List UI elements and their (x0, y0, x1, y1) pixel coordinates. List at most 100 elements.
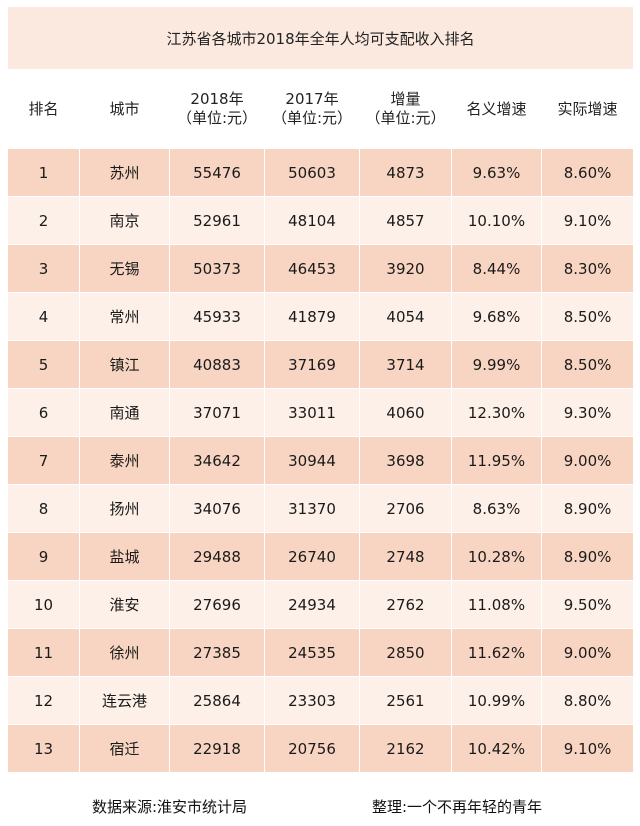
cell-city: 常州 (79, 292, 170, 341)
table-row: 6 南通 37071 33011 4060 12.30% 9.30% (7, 388, 635, 437)
income-ranking-table: 江苏省各城市2018年全年人均可支配收入排名 排名 城市 2018年 （单位:元） 2… (6, 6, 635, 773)
cell-income-2018: 29488 (169, 532, 265, 581)
cell-income-2017: 23303 (264, 676, 360, 725)
cell-income-2017: 20756 (264, 724, 360, 773)
cell-increase: 3920 (359, 244, 452, 293)
cell-rank: 6 (7, 388, 80, 437)
cell-city: 宿迁 (79, 724, 170, 773)
cell-nominal-growth: 11.62% (451, 628, 542, 677)
column-header-city: 城市 (79, 69, 170, 149)
data-source: 数据来源:淮安市统计局 (92, 798, 248, 816)
cell-increase: 4857 (359, 196, 452, 245)
cell-income-2018: 22918 (169, 724, 265, 773)
cell-rank: 11 (7, 628, 80, 677)
cell-nominal-growth: 12.30% (451, 388, 542, 437)
cell-city: 徐州 (79, 628, 170, 677)
cell-income-2017: 31370 (264, 484, 360, 533)
cell-income-2018: 25864 (169, 676, 265, 725)
table-row: 7 泰州 34642 30944 3698 11.95% 9.00% (7, 436, 635, 485)
cell-nominal-growth: 10.99% (451, 676, 542, 725)
table-row: 5 镇江 40883 37169 3714 9.99% 8.50% (7, 340, 635, 389)
cell-real-growth: 9.00% (540, 628, 635, 677)
cell-rank: 8 (7, 484, 80, 533)
cell-income-2018: 34076 (169, 484, 265, 533)
cell-income-2017: 24934 (264, 580, 360, 629)
cell-income-2017: 41879 (264, 292, 360, 341)
cell-income-2018: 27696 (169, 580, 265, 629)
cell-increase: 2748 (359, 532, 452, 581)
table-row: 1 苏州 55476 50603 4873 9.63% 8.60% (7, 148, 635, 197)
table-row: 11 徐州 27385 24535 2850 11.62% 9.00% (7, 628, 635, 677)
cell-city: 苏州 (79, 148, 170, 197)
cell-income-2017: 33011 (264, 388, 360, 437)
cell-income-2018: 34642 (169, 436, 265, 485)
cell-income-2018: 40883 (169, 340, 265, 389)
column-header-income-2018: 2018年 （单位:元） (169, 69, 265, 149)
cell-real-growth: 9.30% (540, 388, 635, 437)
cell-income-2017: 24535 (264, 628, 360, 677)
column-header-increase: 增量 （单位:元） (359, 69, 452, 149)
cell-rank: 13 (7, 724, 80, 773)
table-title: 江苏省各城市2018年全年人均可支配收入排名 (6, 6, 635, 70)
cell-income-2018: 45933 (169, 292, 265, 341)
cell-nominal-growth: 10.28% (451, 532, 542, 581)
cell-real-growth: 8.50% (540, 340, 635, 389)
cell-real-growth: 9.50% (540, 580, 635, 629)
cell-increase: 2762 (359, 580, 452, 629)
table-row: 8 扬州 34076 31370 2706 8.63% 8.90% (7, 484, 635, 533)
cell-nominal-growth: 9.63% (451, 148, 542, 197)
table-body: 1 苏州 55476 50603 4873 9.63% 8.60% 2 南京 52961 48104… (7, 148, 635, 773)
cell-increase: 3714 (359, 340, 452, 389)
cell-income-2017: 37169 (264, 340, 360, 389)
cell-rank: 4 (7, 292, 80, 341)
cell-increase: 4060 (359, 388, 452, 437)
cell-real-growth: 8.90% (540, 532, 635, 581)
table-row: 2 南京 52961 48104 4857 10.10% 9.10% (7, 196, 635, 245)
cell-city: 南通 (79, 388, 170, 437)
cell-increase: 2561 (359, 676, 452, 725)
cell-real-growth: 8.30% (540, 244, 635, 293)
cell-real-growth: 8.60% (540, 148, 635, 197)
cell-increase: 4873 (359, 148, 452, 197)
cell-rank: 10 (7, 580, 80, 629)
cell-nominal-growth: 9.68% (451, 292, 542, 341)
table-row: 4 常州 45933 41879 4054 9.68% 8.50% (7, 292, 635, 341)
cell-city: 无锡 (79, 244, 170, 293)
cell-city: 泰州 (79, 436, 170, 485)
cell-income-2018: 52961 (169, 196, 265, 245)
table-row: 10 淮安 27696 24934 2762 11.08% 9.50% (7, 580, 635, 629)
cell-rank: 5 (7, 340, 80, 389)
table-row: 3 无锡 50373 46453 3920 8.44% 8.30% (7, 244, 635, 293)
cell-rank: 3 (7, 244, 80, 293)
cell-real-growth: 8.50% (540, 292, 635, 341)
cell-income-2017: 30944 (264, 436, 360, 485)
cell-real-growth: 9.10% (540, 724, 635, 773)
cell-increase: 2162 (359, 724, 452, 773)
cell-income-2017: 46453 (264, 244, 360, 293)
table-row: 9 盐城 29488 26740 2748 10.28% 8.90% (7, 532, 635, 581)
table-row: 12 连云港 25864 23303 2561 10.99% 8.80% (7, 676, 635, 725)
column-header-income-2017: 2017年 （单位:元） (264, 69, 360, 149)
cell-real-growth: 9.10% (540, 196, 635, 245)
cell-real-growth: 8.90% (540, 484, 635, 533)
cell-city: 淮安 (79, 580, 170, 629)
cell-nominal-growth: 11.95% (451, 436, 542, 485)
cell-income-2018: 37071 (169, 388, 265, 437)
cell-rank: 9 (7, 532, 80, 581)
cell-rank: 12 (7, 676, 80, 725)
cell-city: 盐城 (79, 532, 170, 581)
cell-increase: 3698 (359, 436, 452, 485)
cell-income-2018: 55476 (169, 148, 265, 197)
cell-rank: 2 (7, 196, 80, 245)
cell-increase: 2850 (359, 628, 452, 677)
cell-nominal-growth: 10.10% (451, 196, 542, 245)
cell-city: 南京 (79, 196, 170, 245)
cell-increase: 2706 (359, 484, 452, 533)
cell-city: 连云港 (79, 676, 170, 725)
column-header-rank: 排名 (7, 69, 80, 149)
cell-nominal-growth: 11.08% (451, 580, 542, 629)
cell-nominal-growth: 8.63% (451, 484, 542, 533)
cell-income-2018: 50373 (169, 244, 265, 293)
cell-city: 扬州 (79, 484, 170, 533)
